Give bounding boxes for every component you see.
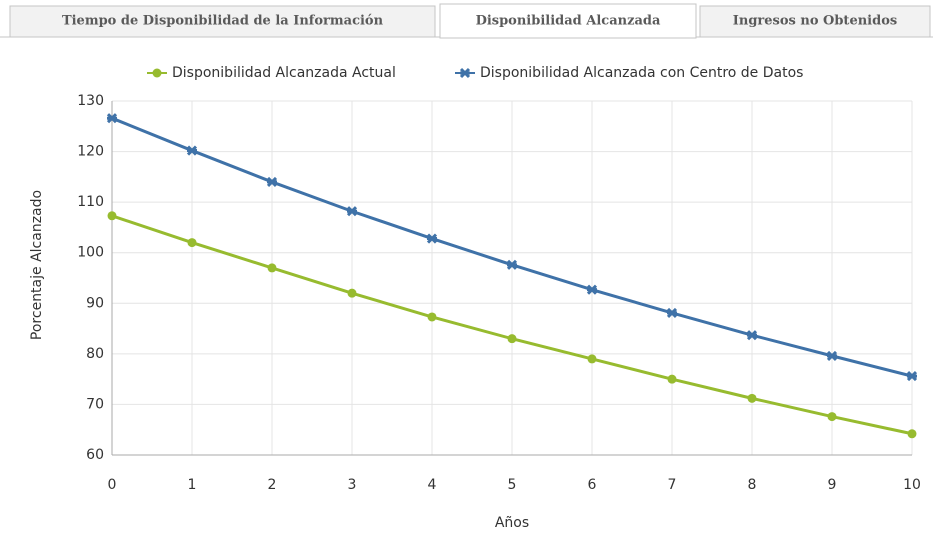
x-tick-label: 9 — [828, 477, 837, 493]
data-point — [426, 233, 438, 244]
x-tick-label: 1 — [188, 477, 197, 493]
data-point — [746, 330, 758, 341]
y-axis-label: Porcentaje Alcanzado — [29, 190, 45, 340]
data-point — [666, 307, 678, 318]
y-tick-label: 70 — [86, 396, 104, 412]
y-tick-label: 100 — [77, 245, 104, 261]
data-point — [507, 334, 517, 344]
tab-label[interactable]: Ingresos no Obtenidos — [733, 14, 897, 29]
data-point — [907, 429, 917, 439]
data-point — [187, 238, 197, 248]
legend-marker — [152, 68, 162, 78]
x-tick-label: 10 — [903, 477, 921, 493]
x-tick-label: 3 — [348, 477, 357, 493]
data-point — [186, 145, 198, 156]
tab[interactable] — [439, 3, 697, 39]
x-tick-label: 0 — [108, 477, 117, 493]
data-point — [267, 263, 277, 273]
data-point — [347, 288, 357, 298]
y-tick-label: 130 — [77, 93, 104, 109]
legend-marker — [459, 67, 471, 79]
data-point — [107, 211, 117, 221]
y-tick-label: 110 — [77, 194, 104, 210]
legend-label: Disponibilidad Alcanzada con Centro de D… — [480, 65, 803, 81]
data-point — [906, 371, 918, 382]
data-point — [106, 113, 118, 124]
data-point — [747, 393, 757, 403]
data-point — [427, 312, 437, 322]
data-point — [587, 354, 597, 364]
data-point — [346, 206, 358, 217]
tab[interactable] — [699, 5, 931, 38]
legend-label: Disponibilidad Alcanzada Actual — [172, 65, 396, 81]
tab[interactable] — [9, 5, 436, 38]
x-tick-label: 8 — [748, 477, 757, 493]
y-tick-label: 90 — [86, 295, 104, 311]
x-tick-label: 5 — [508, 477, 517, 493]
y-tick-label: 80 — [86, 346, 104, 362]
x-tick-label: 4 — [428, 477, 437, 493]
data-point — [506, 259, 518, 270]
data-point — [586, 284, 598, 295]
tab-label[interactable]: Tiempo de Disponibilidad de la Informaci… — [62, 14, 384, 29]
data-point — [827, 412, 837, 422]
y-tick-label: 120 — [77, 144, 104, 160]
x-tick-label: 2 — [268, 477, 277, 493]
data-point — [826, 350, 838, 361]
tab-label[interactable]: Disponibilidad Alcanzada — [476, 14, 661, 29]
x-axis-label: Años — [495, 515, 529, 531]
y-tick-label: 60 — [86, 447, 104, 463]
data-point — [667, 374, 677, 384]
x-tick-label: 7 — [668, 477, 677, 493]
data-point — [266, 176, 278, 187]
x-tick-label: 6 — [588, 477, 597, 493]
